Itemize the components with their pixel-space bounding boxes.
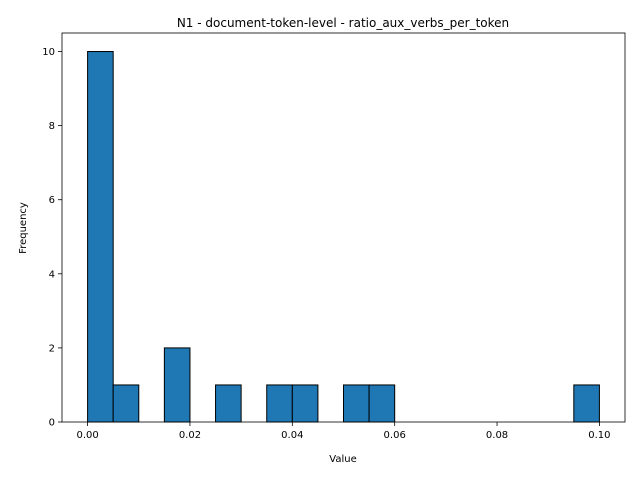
chart-title: N1 - document-token-level - ratio_aux_ve…	[177, 16, 509, 30]
histogram-bar	[573, 384, 600, 423]
y-axis: 0 2 4 6 8 10	[42, 47, 62, 429]
histogram-bar	[368, 384, 396, 423]
y-tick-label: 10	[42, 47, 55, 58]
plot-frame	[61, 32, 626, 423]
y-tick-label: 6	[49, 195, 55, 206]
y-tick-label: 0	[49, 418, 55, 429]
y-tick-label: 2	[49, 343, 55, 354]
histogram-bar	[215, 384, 242, 423]
x-tick-label: 0.04	[281, 430, 303, 441]
histogram-bar	[112, 384, 140, 423]
bars-group	[87, 51, 600, 423]
y-tick-label: 8	[49, 121, 55, 132]
x-axis-label: Value	[329, 454, 356, 465]
histogram-bar	[291, 384, 319, 423]
histogram-bar	[266, 384, 293, 423]
x-tick-label: 0.08	[486, 430, 508, 441]
x-axis: 0.00 0.02 0.04 0.06 0.08 0.10	[76, 422, 611, 441]
x-tick-label: 0.00	[76, 430, 98, 441]
x-tick-label: 0.02	[179, 430, 201, 441]
histogram-bar	[163, 347, 191, 423]
x-tick-label: 0.10	[588, 430, 610, 441]
y-tick-label: 4	[49, 269, 55, 280]
x-tick-label: 0.06	[384, 430, 406, 441]
histogram-bar	[87, 51, 114, 423]
histogram-bar	[343, 384, 370, 423]
y-axis-label: Frequency	[18, 202, 29, 254]
